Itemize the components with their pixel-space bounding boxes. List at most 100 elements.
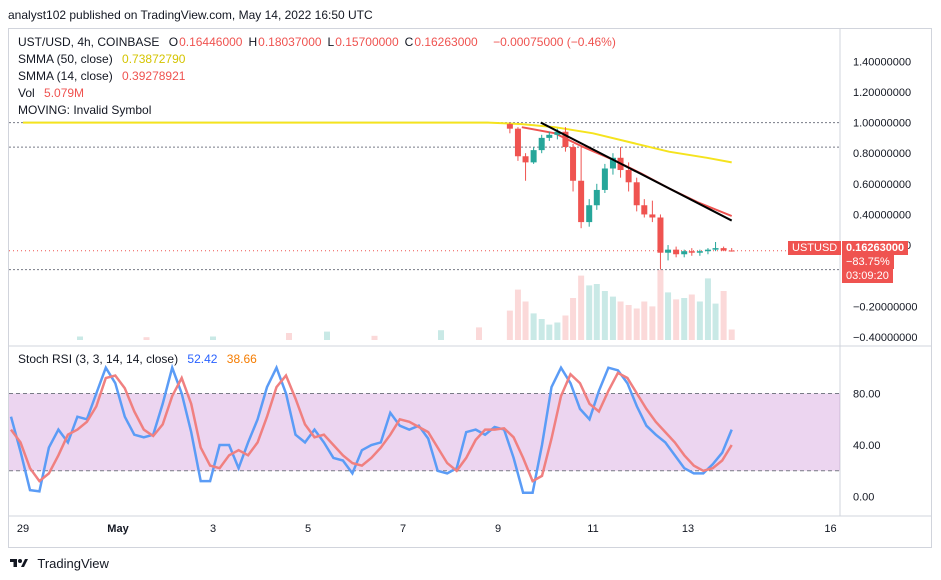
smma14-value: 0.39278921 xyxy=(122,69,186,83)
volume-bar xyxy=(324,331,330,340)
candle-body xyxy=(625,170,632,183)
time-tick-label: 11 xyxy=(587,523,598,535)
stoch-d-value: 38.66 xyxy=(226,352,257,366)
candle-body xyxy=(728,250,735,252)
legend-volume: Vol 5.079M xyxy=(18,86,90,100)
volume-bar xyxy=(522,301,529,340)
volume-bar xyxy=(617,301,624,340)
vol-label: Vol xyxy=(18,86,35,100)
smma50-line xyxy=(23,121,732,164)
volume-bar xyxy=(210,336,216,340)
stoch-tick-label: 80.00 xyxy=(853,388,881,400)
stoch-label: Stoch RSI (3, 3, 14, 14, close) xyxy=(18,352,179,366)
price-tick-label: 0.40000000 xyxy=(853,209,911,221)
change-tag: −83.75% xyxy=(842,255,894,269)
time-tick-label: 9 xyxy=(495,523,501,535)
volume-bar xyxy=(586,285,593,340)
price-tag: 0.16263000 xyxy=(842,241,909,255)
volume-bar xyxy=(554,322,561,340)
volume-bar xyxy=(720,291,727,340)
volume-bar xyxy=(601,291,608,340)
volume-bar xyxy=(593,284,600,340)
volume-bar xyxy=(77,336,83,340)
candle-body xyxy=(712,248,719,250)
brand-label: TradingView xyxy=(37,556,109,571)
volume-bar xyxy=(578,275,585,340)
candle-body xyxy=(673,249,680,255)
time-tick-label: 5 xyxy=(305,523,311,535)
candle-body xyxy=(641,205,648,215)
candle-body xyxy=(554,131,561,135)
time-tick-label: May xyxy=(107,523,129,535)
candle-body xyxy=(570,147,577,181)
smma14-label: SMMA (14, close) xyxy=(18,69,113,83)
volume-bar xyxy=(538,319,545,340)
stoch-tick-label: 0.00 xyxy=(853,492,874,504)
candle-body xyxy=(696,251,703,253)
ohlc-key-o: O xyxy=(168,35,179,49)
volume-bar xyxy=(657,270,664,340)
volume-bar xyxy=(728,329,735,340)
trendline xyxy=(540,121,733,222)
candle-body xyxy=(530,150,537,163)
ohlc-key-c: C xyxy=(404,35,414,49)
volume-bar xyxy=(514,289,521,340)
volume-bar xyxy=(530,313,537,340)
chart-frame[interactable] xyxy=(8,28,932,548)
symbol-tag: USTUSD xyxy=(788,241,842,255)
stoch-k-line xyxy=(9,363,733,494)
ohlc-value-h: 0.18037000 xyxy=(258,35,322,49)
candle-body xyxy=(633,182,640,206)
candle-body xyxy=(688,251,695,253)
ohlc-value-l: 0.15700000 xyxy=(335,35,399,49)
candle-body xyxy=(506,124,513,129)
ohlc-value-o: 0.16446000 xyxy=(179,35,243,49)
legend-symbol-row: UST/USD, 4h, COINBASE O0.16446000 H0.1803… xyxy=(18,35,622,49)
volume-bar xyxy=(649,306,656,340)
volume-bar xyxy=(625,305,632,340)
candle-body xyxy=(562,131,569,148)
candle-body xyxy=(609,157,616,169)
time-tick-label: 29 xyxy=(17,523,29,535)
volume-bar xyxy=(371,335,378,340)
price-tick-label: −0.20000000 xyxy=(853,301,918,313)
footer-brand[interactable]: TradingView xyxy=(10,556,109,571)
ohlc-key-l: L xyxy=(327,35,335,49)
time-tick-label: 7 xyxy=(400,523,406,535)
ohlc-key-h: H xyxy=(248,35,258,49)
candle-body xyxy=(538,137,545,151)
candle-body xyxy=(546,134,553,138)
volume-bar xyxy=(438,330,444,340)
candle-body xyxy=(657,217,664,253)
legend-smma14: SMMA (14, close) 0.39278921 xyxy=(18,69,191,83)
candle-body xyxy=(522,156,529,163)
countdown-tag: 03:09:20 xyxy=(842,269,893,283)
volume-bar xyxy=(673,299,680,340)
candle-body xyxy=(704,249,711,252)
symbol-label: UST/USD, 4h, COINBASE xyxy=(18,35,160,49)
volume-bar xyxy=(570,298,577,340)
price-tick-label: 0.60000000 xyxy=(853,179,911,191)
legend-smma50: SMMA (50, close) 0.73872790 xyxy=(18,52,191,66)
legend-moving: MOVING: Invalid Symbol xyxy=(18,103,157,117)
candle-body xyxy=(578,180,585,223)
time-tick-label: 13 xyxy=(682,523,694,535)
vol-value: 5.079M xyxy=(44,86,85,100)
smma50-value: 0.73872790 xyxy=(122,52,186,66)
candle-body xyxy=(649,214,656,218)
volume-bar xyxy=(665,292,672,340)
volume-bar xyxy=(476,327,482,340)
candle-body xyxy=(601,168,608,190)
volume-bar xyxy=(633,308,640,340)
time-tick-label: 16 xyxy=(824,523,836,535)
volume-bar xyxy=(696,301,703,340)
ohlc-value-c: 0.16263000 xyxy=(414,35,478,49)
candle-body xyxy=(665,249,672,253)
smma50-label: SMMA (50, close) xyxy=(18,52,113,66)
candle-body xyxy=(586,205,593,223)
publish-header: analyst102 published on TradingView.com,… xyxy=(8,8,373,22)
tradingview-logo-icon xyxy=(10,559,28,567)
volume-bar xyxy=(641,301,648,340)
volume-bar xyxy=(712,303,719,340)
